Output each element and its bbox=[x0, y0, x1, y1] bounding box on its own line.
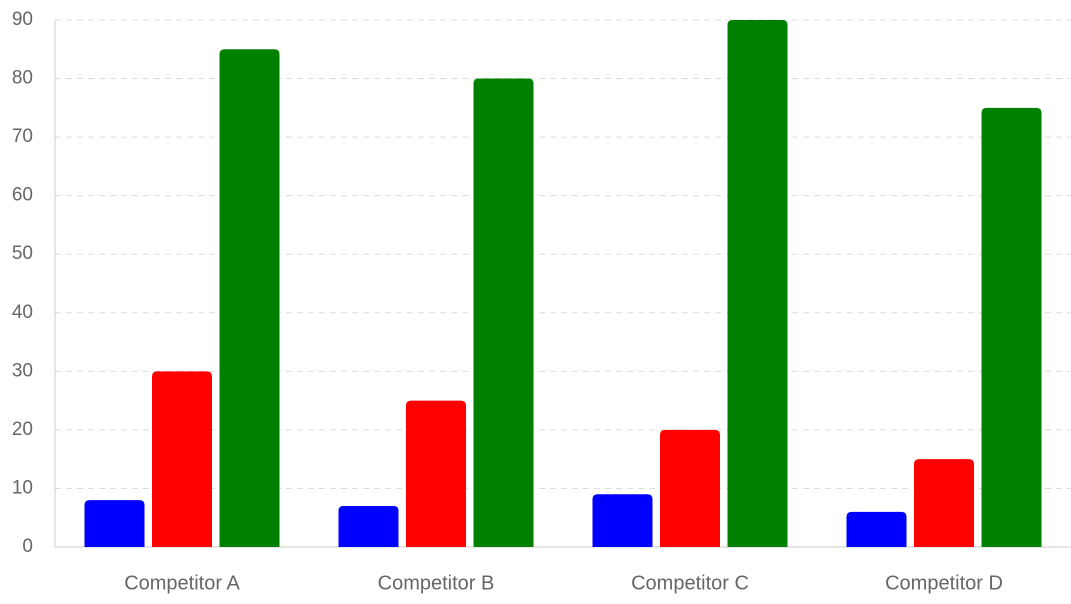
bar bbox=[406, 400, 466, 547]
y-tick-label: 40 bbox=[12, 302, 33, 323]
y-tick-label: 60 bbox=[12, 185, 33, 206]
x-tick-label: Competitor B bbox=[378, 572, 495, 594]
bar bbox=[592, 494, 653, 547]
y-tick-label: 90 bbox=[12, 9, 33, 30]
y-tick-label: 80 bbox=[12, 68, 33, 89]
bar bbox=[219, 49, 280, 548]
y-tick-label: 10 bbox=[12, 477, 33, 498]
x-tick-label: Competitor C bbox=[631, 572, 749, 594]
bar bbox=[914, 459, 974, 547]
y-tick-label: 20 bbox=[12, 419, 33, 440]
bar bbox=[84, 500, 145, 547]
y-tick-label: 30 bbox=[12, 360, 33, 381]
bar bbox=[727, 20, 788, 547]
bar bbox=[338, 506, 399, 547]
bar bbox=[152, 371, 212, 547]
y-tick-label: 70 bbox=[12, 126, 33, 147]
x-tick-label: Competitor D bbox=[885, 572, 1003, 594]
bar bbox=[660, 429, 720, 547]
bar bbox=[473, 78, 534, 548]
y-tick-label: 50 bbox=[12, 243, 33, 264]
y-tick-label: 0 bbox=[22, 536, 33, 557]
bar bbox=[981, 107, 1042, 547]
x-tick-label: Competitor A bbox=[124, 572, 240, 594]
bar bbox=[846, 511, 907, 547]
